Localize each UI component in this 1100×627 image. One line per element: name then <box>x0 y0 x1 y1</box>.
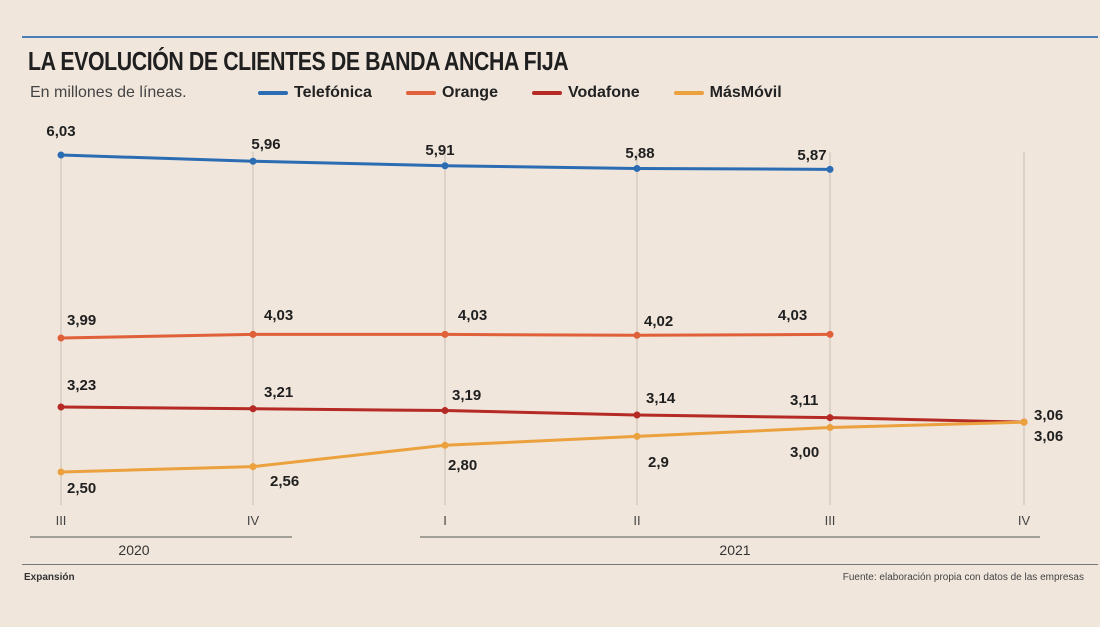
data-label-telefonica: 5,88 <box>625 145 654 162</box>
data-point-telefonica <box>633 164 641 172</box>
bottom-rule <box>22 564 1098 565</box>
data-label-orange: 3,99 <box>67 312 96 329</box>
series-line-masmovil <box>60 420 1025 474</box>
data-label-vodafone: 3,21 <box>264 384 293 401</box>
data-point-masmovil <box>249 463 257 471</box>
data-point-orange <box>249 330 257 338</box>
data-point-telefonica <box>826 165 834 173</box>
top-rule <box>22 36 1098 38</box>
data-label-vodafone: 3,14 <box>646 390 676 407</box>
data-point-vodafone <box>826 414 834 422</box>
data-label-orange: 4,02 <box>644 313 673 330</box>
chart-subtitle: En millones de líneas. <box>30 84 187 101</box>
data-label-masmovil: 2,56 <box>270 473 299 490</box>
data-label-vodafone: 3,23 <box>67 377 96 394</box>
data-point-vodafone <box>57 403 65 411</box>
data-point-telefonica <box>441 162 449 170</box>
legend-item-vodafone: Vodafone <box>531 84 640 102</box>
data-point-telefonica <box>57 151 65 159</box>
year-label: 2020 <box>118 542 149 558</box>
x-tick-label: II <box>633 513 640 528</box>
legend-swatch-vodafone <box>531 91 562 95</box>
x-tick-label: III <box>825 513 836 528</box>
data-point-orange <box>57 334 65 342</box>
series-line-vodafone <box>60 405 1025 424</box>
legend-item-orange: Orange <box>405 84 498 102</box>
data-label-masmovil: 2,80 <box>448 457 477 474</box>
year-label: 2021 <box>719 542 750 558</box>
data-label-masmovil: 2,9 <box>648 454 669 471</box>
data-label-orange: 4,03 <box>458 307 487 324</box>
data-label-orange: 4,03 <box>778 307 807 324</box>
data-point-masmovil <box>633 432 641 440</box>
data-point-masmovil <box>826 423 834 431</box>
data-point-orange <box>441 330 449 338</box>
source-note: Fuente: elaboración propia con datos de … <box>842 572 1084 583</box>
legend-item-masmovil: MásMóvil <box>673 84 782 102</box>
data-point-telefonica <box>249 157 257 165</box>
legend-item-telefonica: Telefónica <box>258 84 372 102</box>
data-label-vodafone: 3,06 <box>1034 428 1063 445</box>
publisher-credit: Expansión <box>24 572 75 583</box>
data-label-vodafone: 3,11 <box>790 392 818 409</box>
legend-label-orange: Orange <box>441 84 498 101</box>
data-label-masmovil: 2,50 <box>67 480 96 497</box>
x-tick-label: III <box>56 513 67 528</box>
chart-title: LA EVOLUCIÓN DE CLIENTES DE BANDA ANCHA … <box>28 46 569 76</box>
data-point-vodafone <box>633 411 641 419</box>
data-label-masmovil: 3,00 <box>790 444 819 461</box>
data-point-orange <box>826 330 834 338</box>
data-label-vodafone: 3,19 <box>452 387 481 404</box>
data-label-telefonica: 5,91 <box>425 142 454 159</box>
data-label-telefonica: 6,03 <box>46 123 75 140</box>
legend-swatch-masmovil <box>673 91 704 95</box>
x-tick-label: IV <box>1018 513 1031 528</box>
data-label-orange: 4,03 <box>264 307 293 324</box>
data-point-masmovil <box>57 468 65 476</box>
data-point-vodafone <box>441 407 449 415</box>
data-point-orange <box>633 331 641 339</box>
x-tick-label: IV <box>247 513 260 528</box>
legend-label-telefonica: Telefónica <box>294 84 372 101</box>
x-tick-label: I <box>443 513 447 528</box>
legend-swatch-orange <box>405 91 436 95</box>
legend-label-masmovil: MásMóvil <box>709 84 782 101</box>
legend: Telefónica Orange Vodafone MásMóvil <box>258 84 782 102</box>
data-label-masmovil: 3,06 <box>1034 407 1063 424</box>
data-label-telefonica: 5,87 <box>797 147 826 164</box>
data-label-telefonica: 5,96 <box>251 136 280 153</box>
data-point-masmovil <box>1020 418 1028 426</box>
legend-swatch-telefonica <box>258 91 288 95</box>
legend-label-vodafone: Vodafone <box>567 84 640 101</box>
data-point-vodafone <box>249 405 257 413</box>
data-point-masmovil <box>441 441 449 449</box>
